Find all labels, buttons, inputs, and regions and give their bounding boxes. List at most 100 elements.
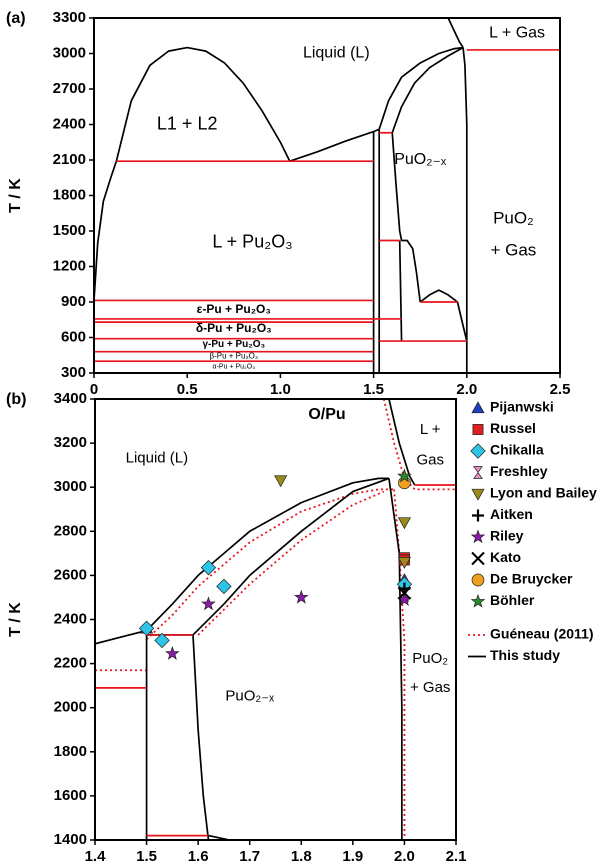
x-tick-label: 2.0 <box>394 848 415 865</box>
legend-label: Guéneau (2011) <box>490 626 594 642</box>
data-point <box>165 646 180 660</box>
x-tick-label: 2.1 <box>446 848 467 865</box>
region-label: ε-Pu + Pu₂O₃ <box>197 302 271 316</box>
plot-content <box>94 18 560 373</box>
data-point <box>201 596 216 611</box>
y-tick-label: 3000 <box>53 44 86 61</box>
y-tick-label: 1400 <box>54 831 87 848</box>
x-tick-label: 1.0 <box>270 381 291 398</box>
y-tick-label: 2800 <box>54 522 87 539</box>
region-label: Liquid (L) <box>303 45 370 62</box>
legend-marker <box>471 551 485 566</box>
region-label: Gas <box>416 452 444 469</box>
legend-label: Freshley <box>490 463 548 479</box>
x-tick-label: 0.5 <box>177 381 198 398</box>
legend-marker <box>471 401 485 414</box>
x-tick-label: 2.0 <box>456 381 477 398</box>
y-tick-label: 1500 <box>53 222 86 239</box>
y-tick-label: 300 <box>61 364 86 381</box>
y-tick-label: 900 <box>61 293 86 310</box>
region-label: + Gas <box>490 241 536 260</box>
x-tick-label: 1.7 <box>239 848 260 865</box>
y-tick-label: 2000 <box>54 699 87 716</box>
data-point <box>138 620 155 637</box>
legend-label: Böhler <box>490 592 535 608</box>
region-label: L + Gas <box>489 25 545 42</box>
legend-label: Pijanwski <box>490 399 554 415</box>
data-point <box>154 632 170 649</box>
y-tick-label: 3000 <box>54 478 87 495</box>
region-label: γ-Pu + Pu₂O₃ <box>202 339 265 350</box>
legend-label: Chikalla <box>490 442 544 458</box>
legend-label: Riley <box>490 528 524 544</box>
region-label: δ-Pu + Pu₂O₃ <box>196 321 272 335</box>
x-tick-label: 0 <box>90 381 98 398</box>
region-label: L + Pu₂O₃ <box>212 232 292 252</box>
region-label: PuO₂₋ₓ <box>225 688 274 705</box>
y-tick-label: 1600 <box>54 787 87 804</box>
panel-label: (a) <box>6 10 26 27</box>
data-point <box>397 586 412 600</box>
data-point <box>397 468 412 483</box>
y-axis-label: T / K <box>7 178 24 213</box>
x-tick-label: 1.5 <box>363 381 384 398</box>
legend-marker <box>473 466 483 479</box>
legend-label: This study <box>490 647 560 663</box>
y-tick-label: 2700 <box>53 80 86 97</box>
data-point <box>397 517 412 530</box>
y-tick-label: 1800 <box>54 743 87 760</box>
data-point <box>200 559 217 576</box>
y-axis-label: T / K <box>7 602 24 637</box>
region-label: PuO₂ <box>412 650 448 667</box>
x-tick-label: 1.6 <box>188 848 209 865</box>
region-label: + Gas <box>410 679 450 696</box>
legend-marker <box>471 573 485 587</box>
x-tick-label: 1.5 <box>136 848 157 865</box>
legend-label: Russel <box>490 420 536 436</box>
region-label: β-Pu + Pu₂O₃ <box>210 352 259 361</box>
plot-frame <box>93 17 561 374</box>
data-point <box>397 557 412 569</box>
plot-frame <box>94 398 457 841</box>
y-tick-label: 1800 <box>53 186 86 203</box>
y-tick-label: 3200 <box>54 434 87 451</box>
data-point <box>274 475 288 488</box>
y-tick-label: 1200 <box>53 257 86 274</box>
legend-marker <box>470 593 486 608</box>
legend-label: Lyon and Bailey <box>490 485 597 501</box>
data-point <box>216 578 232 595</box>
y-tick-label: 2200 <box>54 655 87 672</box>
region-label: PuO₂₋ₓ <box>394 151 447 168</box>
legend-marker <box>472 424 484 435</box>
legend-marker <box>470 529 486 544</box>
x-axis-label: O/Pu <box>308 406 345 423</box>
y-tick-label: 2400 <box>54 610 87 627</box>
legend-label: Kato <box>490 549 521 565</box>
legend-label: De Bruycker <box>490 571 573 587</box>
legend-marker <box>472 509 484 522</box>
phase-boundary <box>94 18 468 373</box>
x-tick-label: 1.8 <box>291 848 312 865</box>
x-tick-label: 2.5 <box>550 381 571 398</box>
y-tick-label: 600 <box>61 328 86 345</box>
data-point <box>294 589 309 604</box>
region-label: α-Pu + Pu₂O₃ <box>213 363 256 370</box>
phase-boundary <box>94 49 560 363</box>
y-tick-label: 3300 <box>53 9 86 26</box>
x-tick-label: 1.4 <box>85 848 107 865</box>
dotted-line <box>95 399 456 840</box>
y-tick-label: 2400 <box>53 115 86 132</box>
x-tick-label: 1.9 <box>342 848 363 865</box>
region-label: Liquid (L) <box>126 450 189 467</box>
region-label: L1 + L2 <box>157 113 218 133</box>
legend-marker <box>470 443 486 459</box>
y-tick-label: 2600 <box>54 566 87 583</box>
legend-label: Aitken <box>490 506 533 522</box>
region-label: PuO₂ <box>493 209 534 228</box>
panel-label: (b) <box>6 391 26 408</box>
y-tick-label: 2100 <box>53 151 86 168</box>
y-tick-label: 3400 <box>54 390 87 407</box>
phase-boundary <box>95 484 456 837</box>
legend-marker <box>471 488 485 501</box>
